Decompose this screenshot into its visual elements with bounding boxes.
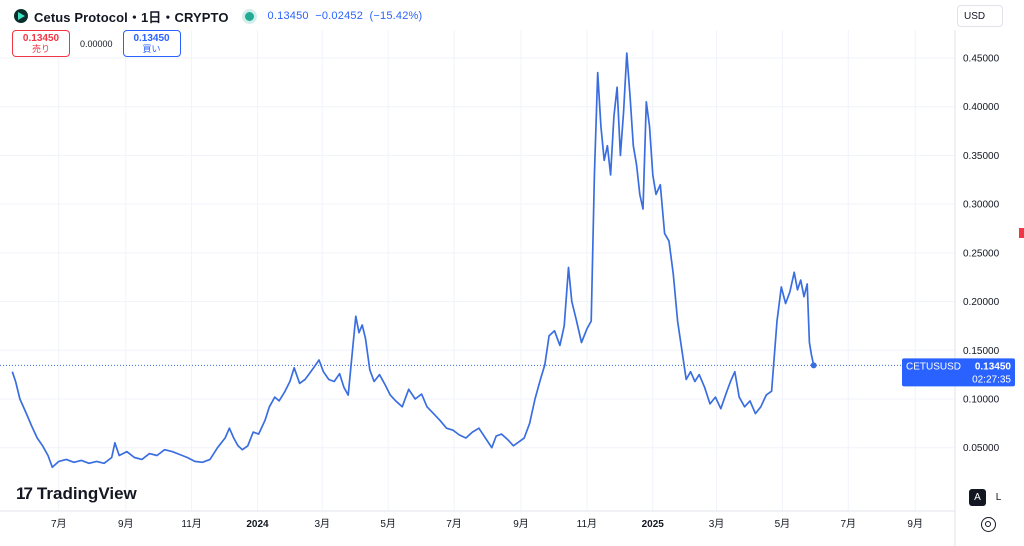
buy-label: 買い	[142, 43, 161, 54]
y-tick-label: 0.15000	[963, 346, 1000, 357]
price-change-pct: (−15.42%)	[369, 10, 423, 22]
alert-edge-marker	[1019, 228, 1024, 238]
grid-layer	[0, 30, 955, 511]
live-dot-icon	[244, 11, 254, 21]
sell-button[interactable]: 0.13450 売り	[12, 30, 70, 57]
buy-button[interactable]: 0.13450 買い	[122, 30, 181, 57]
sell-label: 売り	[31, 43, 50, 54]
last-price-symbol: CETUSUSD	[906, 361, 961, 372]
sell-price: 0.13450	[22, 32, 60, 44]
last-price-label: CETUSUSD 0.13450 02:27:35	[902, 358, 1015, 387]
last-price-countdown: 02:27:35	[972, 374, 1011, 385]
tradingview-logo-icon: 17	[16, 484, 33, 503]
buy-price: 0.13450	[133, 32, 170, 44]
log-scale-button[interactable]: L	[990, 489, 1007, 506]
x-tick-label: 3月	[709, 518, 725, 530]
symbol-header: Cetus Protocol・1日・CRYPTO 0.13450 −0.0245…	[14, 7, 422, 25]
last-price-label-bg	[902, 358, 1015, 387]
x-tick-label: 9月	[513, 518, 529, 530]
y-tick-label: 0.45000	[963, 54, 1000, 65]
x-tick-label: 2025	[642, 519, 665, 530]
last-price-dot	[810, 362, 817, 369]
logo-badge-icon	[14, 9, 28, 23]
time-axis[interactable]: 7月 9月 11月 2024 3月 5月 7月 9月 11月 2025 3月 5月 7月 9月	[51, 518, 923, 530]
spread-value: 0.00000	[80, 38, 113, 49]
tradingview-brand: TradingView	[36, 484, 137, 503]
y-tick-label: 0.40000	[963, 102, 1000, 113]
x-tick-label: 7月	[840, 518, 856, 530]
currency-select[interactable]: USD	[957, 5, 1003, 27]
x-tick-label: 3月	[314, 518, 330, 530]
price-axis[interactable]: 0.05000 0.10000 0.15000 0.20000 0.25000 0.300…	[963, 54, 1000, 455]
last-price-quote: 0.13450 −0.02452 (−15.42%)	[268, 10, 423, 22]
y-tick-label: 0.30000	[963, 200, 1000, 211]
tradingview-logo[interactable]: 17 TradingView	[16, 484, 137, 504]
y-tick-label: 0.20000	[963, 297, 1000, 308]
gear-icon[interactable]	[981, 517, 996, 532]
x-tick-label: 5月	[775, 518, 791, 530]
x-tick-label: 7月	[446, 518, 462, 530]
price-series-line	[11, 52, 815, 469]
trade-buttons: 0.13450 売り 0.00000 0.13450 買い	[12, 30, 181, 57]
symbol-title[interactable]: Cetus Protocol・1日・CRYPTO	[34, 9, 229, 25]
y-tick-label: 0.05000	[963, 443, 1000, 454]
y-tick-label: 0.10000	[963, 395, 1000, 406]
x-tick-label: 2024	[246, 519, 269, 530]
x-tick-label: 9月	[118, 518, 134, 530]
x-tick-label: 9月	[907, 518, 923, 530]
last-price: 0.13450	[267, 10, 309, 22]
x-tick-label: 5月	[380, 518, 396, 530]
last-price-value: 0.13450	[975, 361, 1012, 372]
x-tick-label: 7月	[51, 518, 67, 530]
x-tick-label: 11月	[577, 518, 597, 530]
y-tick-label: 0.25000	[963, 248, 1000, 259]
y-tick-label: 0.35000	[963, 151, 1000, 162]
price-change: −0.02452	[315, 10, 364, 22]
auto-scale-button[interactable]: A	[969, 489, 986, 506]
x-tick-label: 11月	[181, 518, 201, 530]
